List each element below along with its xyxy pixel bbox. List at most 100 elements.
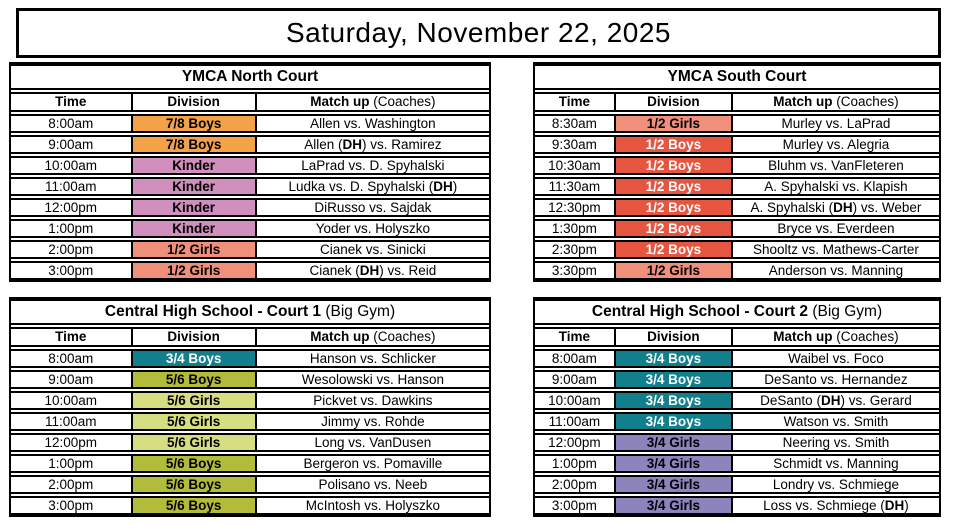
schedule-row: 2:00pm 5/6 Boys Polisano vs. Neeb xyxy=(11,475,489,494)
time-header: Time xyxy=(55,329,87,345)
time-cell: 11:00am xyxy=(548,414,601,429)
division-cell: 3/4 Boys xyxy=(613,393,731,408)
division-cell: 1/2 Girls xyxy=(130,263,255,278)
schedule-row: 11:00am Kinder Ludka vs. D. Spyhalski (D… xyxy=(11,177,489,196)
matchup-cell: A. Spyhalski vs. Klapish xyxy=(730,179,939,194)
matchup-cell: A. Spyhalski (DH) vs. Weber xyxy=(730,200,939,215)
schedule-row: 12:00pm Kinder DiRusso vs. Sajdak xyxy=(11,198,489,217)
time-cell: 3:30pm xyxy=(551,263,597,278)
time-cell: 10:30am xyxy=(548,158,601,173)
time-cell: 2:00pm xyxy=(48,242,94,257)
time-cell: 12:30pm xyxy=(548,200,601,215)
matchup-cell: Pickvet vs. Dawkins xyxy=(254,393,489,408)
division-header: Division xyxy=(130,94,255,110)
matchup-cell: Watson vs. Smith xyxy=(730,414,939,429)
matchup-cell: Jimmy vs. Rohde xyxy=(254,414,489,429)
schedule-row: 9:00am 5/6 Boys Wesolowski vs. Hanson xyxy=(11,370,489,389)
matchup-cell: Long vs. VanDusen xyxy=(254,435,489,450)
schedule-row: 8:00am 3/4 Boys Hanson vs. Schlicker xyxy=(11,349,489,368)
schedule-row: 3:30pm 1/2 Girls Anderson vs. Manning xyxy=(535,261,939,280)
schedule-row: 8:00am 7/8 Boys Allen vs. Washington xyxy=(11,114,489,133)
matchup-cell: Allen vs. Washington xyxy=(254,116,489,131)
matchup-cell: Murley vs. LaPrad xyxy=(730,116,939,131)
schedule-row: 1:30pm 1/2 Boys Bryce vs. Everdeen xyxy=(535,219,939,238)
time-cell: 1:00pm xyxy=(48,221,94,236)
matchup-header-bold: Match up xyxy=(310,329,370,345)
division-cell: 1/2 Girls xyxy=(613,263,731,278)
division-cell: Kinder xyxy=(130,158,255,173)
schedule-row: 10:30am 1/2 Boys Bluhm vs. VanFleteren xyxy=(535,156,939,175)
time-cell: 10:00am xyxy=(44,158,98,173)
page-title: Saturday, November 22, 2025 xyxy=(16,8,941,58)
division-cell: 7/8 Boys xyxy=(130,137,255,152)
schedule-row: 11:00am 3/4 Boys Watson vs. Smith xyxy=(535,412,939,431)
matchup-cell: Londry vs. Schmiege xyxy=(730,477,939,492)
time-cell: 11:00am xyxy=(44,414,97,429)
matchup-cell: Waibel vs. Foco xyxy=(730,351,939,366)
matchup-cell: Schmidt vs. Manning xyxy=(730,456,939,471)
column-headers: Time Division Match up (Coaches) xyxy=(11,92,489,112)
time-cell: 1:00pm xyxy=(48,456,94,471)
table-body: 8:00am 3/4 Boys Waibel vs. Foco 9:00am 3… xyxy=(535,349,939,515)
matchup-header: Match up (Coaches) xyxy=(254,329,489,345)
division-cell: 1/2 Boys xyxy=(613,200,731,215)
table-body: 8:00am 3/4 Boys Hanson vs. Schlicker 9:0… xyxy=(11,349,489,515)
schedule-row: 10:00am 5/6 Girls Pickvet vs. Dawkins xyxy=(11,391,489,410)
division-cell: 3/4 Boys xyxy=(130,351,255,366)
division-cell: 3/4 Girls xyxy=(613,456,731,471)
time-cell: 10:00am xyxy=(44,393,98,408)
matchup-cell: Ludka vs. D. Spyhalski (DH) xyxy=(254,179,489,194)
time-cell: 2:00pm xyxy=(48,477,94,492)
schedule-row: 1:00pm Kinder Yoder vs. Holyszko xyxy=(11,219,489,238)
time-cell: 2:00pm xyxy=(551,477,597,492)
matchup-cell: LaPrad vs. D. Spyhalski xyxy=(254,158,489,173)
table-title: YMCA South Court xyxy=(535,64,939,90)
table-title-light: (Big Gym) xyxy=(321,303,396,320)
table-body: 8:30am 1/2 Girls Murley vs. LaPrad 9:30a… xyxy=(535,114,939,280)
time-cell: 12:00pm xyxy=(548,435,601,450)
matchup-cell: Anderson vs. Manning xyxy=(730,263,939,278)
matchup-cell: Cianek vs. Sinicki xyxy=(254,242,489,257)
schedule-row: 3:00pm 3/4 Girls Loss vs. Schmiege (DH) xyxy=(535,496,939,515)
division-header: Division xyxy=(130,329,255,345)
time-cell: 3:00pm xyxy=(551,498,597,513)
schedule-row: 11:00am 5/6 Girls Jimmy vs. Rohde xyxy=(11,412,489,431)
table-title: YMCA North Court xyxy=(11,64,489,90)
division-cell: 5/6 Girls xyxy=(130,414,255,429)
matchup-header-light: (Coaches) xyxy=(369,94,436,110)
time-cell: 1:00pm xyxy=(551,456,597,471)
matchup-cell: DeSanto vs. Hernandez xyxy=(730,372,939,387)
matchup-cell: Allen (DH) vs. Ramirez xyxy=(254,137,489,152)
time-cell: 3:00pm xyxy=(48,498,94,513)
division-cell: 1/2 Girls xyxy=(613,116,731,131)
matchup-cell: DeSanto (DH) vs. Gerard xyxy=(730,393,939,408)
time-header: Time xyxy=(558,329,591,345)
matchup-cell: Bryce vs. Everdeen xyxy=(730,221,939,236)
matchup-cell: McIntosh vs. Holyszko xyxy=(254,498,489,513)
matchup-cell: Loss vs. Schmiege (DH) xyxy=(730,498,939,513)
schedule-row: 12:00pm 5/6 Girls Long vs. VanDusen xyxy=(11,433,489,452)
matchup-cell: Bluhm vs. VanFleteren xyxy=(730,158,939,173)
division-cell: 5/6 Boys xyxy=(130,498,255,513)
matchup-cell: Neering vs. Smith xyxy=(730,435,939,450)
schedule-row: 1:00pm 5/6 Boys Bergeron vs. Pomaville xyxy=(11,454,489,473)
schedule-row: 11:30am 1/2 Boys A. Spyhalski vs. Klapis… xyxy=(535,177,939,196)
schedule-row: 2:00pm 1/2 Girls Cianek vs. Sinicki xyxy=(11,240,489,259)
division-cell: 3/4 Boys xyxy=(613,351,731,366)
division-cell: 1/2 Boys xyxy=(613,242,731,257)
matchup-header-bold: Match up xyxy=(310,94,370,110)
time-cell: 9:00am xyxy=(48,372,94,387)
time-cell: 12:00pm xyxy=(44,435,98,450)
time-cell: 9:00am xyxy=(551,372,597,387)
table-title: Central High School - Court 2 (Big Gym) xyxy=(535,299,939,325)
division-header: Division xyxy=(613,329,731,345)
table-central-court-2: Central High School - Court 2 (Big Gym) … xyxy=(533,297,941,517)
matchup-cell: Hanson vs. Schlicker xyxy=(254,351,489,366)
table-title-bold: Central High School - Court 1 xyxy=(104,303,322,320)
table-title-bold: Central High School - Court 2 xyxy=(591,303,809,320)
schedule-row: 9:30am 1/2 Boys Murley vs. Alegria xyxy=(535,135,939,154)
time-cell: 11:00am xyxy=(44,179,97,194)
tables-grid: YMCA North Court Time Division Match up … xyxy=(9,62,941,517)
division-cell: 3/4 Boys xyxy=(613,372,731,387)
time-cell: 9:00am xyxy=(48,137,94,152)
